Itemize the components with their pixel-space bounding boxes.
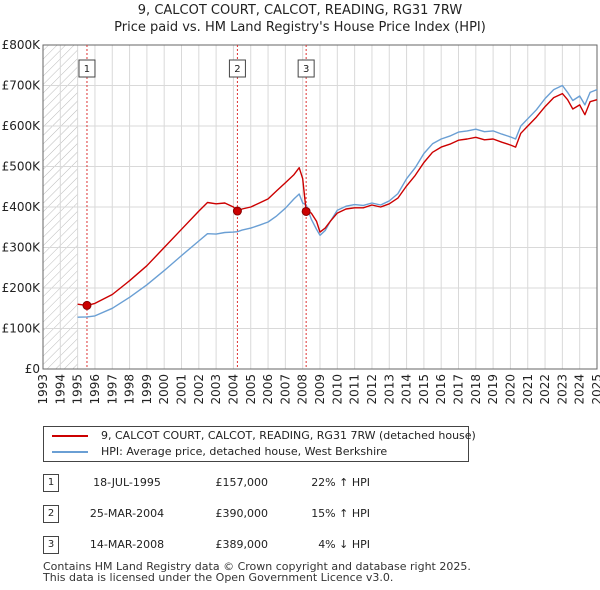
legend-label-property: 9, CALCOT COURT, CALCOT, READING, RG31 7… <box>101 429 476 442</box>
sale-hpi-diff: 15% ↑ HPI <box>311 507 370 520</box>
sale-point <box>232 206 242 216</box>
x-tick-label: 2009 <box>313 374 327 405</box>
price-chart: £0 £100K £200K £300K £400K £500K £600K £700K £80… <box>2 38 600 405</box>
sale-number: 1 <box>43 474 59 492</box>
sale-number: 3 <box>43 536 59 554</box>
title-line-2: Price paid vs. HM Land Registry's House … <box>114 20 486 35</box>
x-tick-label: 2019 <box>486 374 500 405</box>
legend-swatch-property <box>52 435 88 437</box>
x-tick-label: 1996 <box>88 374 102 405</box>
legend-label-hpi: HPI: Average price, detached house, West… <box>101 445 388 458</box>
sale-marker-label: 2 <box>234 64 240 75</box>
x-tick-label: 1993 <box>36 374 50 405</box>
sale-marker-label: 3 <box>303 64 309 75</box>
x-tick-label: 2001 <box>175 374 189 405</box>
hpi-series-line <box>77 84 598 318</box>
y-tick-label: £400K <box>2 200 42 214</box>
sale-price: £389,000 <box>215 538 269 551</box>
x-tick-label: 2004 <box>226 374 240 405</box>
x-tick-label: 2016 <box>434 374 448 405</box>
x-tick-label: 2022 <box>538 374 552 405</box>
x-tick-label: 2018 <box>469 374 483 405</box>
sale-marker-box <box>297 59 315 78</box>
footer: Contains HM Land Registry data © Crown c… <box>43 561 471 583</box>
sale-date: 25-MAR-2004 <box>89 507 165 520</box>
x-tick-label: 2023 <box>555 374 569 405</box>
sale-price: £390,000 <box>215 507 269 520</box>
y-tick-label: £700K <box>2 79 42 93</box>
y-tick-label: £0 <box>25 362 40 376</box>
y-tick-label: £600K <box>2 119 42 133</box>
y-tick-label: £500K <box>2 160 42 174</box>
x-tick-label: 2011 <box>348 374 362 405</box>
legend-swatch-hpi <box>52 451 88 453</box>
sale-marker-box <box>78 59 96 78</box>
y-tick-label: £100K <box>2 322 42 336</box>
sale-row-3: 3 14-MAR-2008 £389,000 4% ↓ HPI <box>0 536 600 554</box>
x-tick-label: 2017 <box>452 374 466 405</box>
y-tick-label: £200K <box>2 281 42 295</box>
sale-row-2: 2 25-MAR-2004 £390,000 15% ↑ HPI <box>0 505 600 523</box>
x-tick-label: 2005 <box>244 374 258 405</box>
sale-row-1: 1 18-JUL-1995 £157,000 22% ↑ HPI <box>0 474 600 492</box>
x-tick-label: 2003 <box>209 374 223 405</box>
x-tick-label: 2002 <box>192 374 206 405</box>
title-line-1: 9, CALCOT COURT, CALCOT, READING, RG31 7… <box>137 3 463 18</box>
x-tick-label: 2000 <box>157 374 171 405</box>
sale-marker-box <box>228 59 246 78</box>
x-tick-label: 2020 <box>503 374 517 405</box>
y-tick-label: £800K <box>2 38 42 52</box>
sale-price: £157,000 <box>215 476 269 489</box>
sale-number: 2 <box>43 505 59 523</box>
x-tick-label: 2007 <box>278 374 292 405</box>
x-tick-label: 1994 <box>53 374 67 405</box>
footer-copyright: Contains HM Land Registry data © Crown c… <box>43 560 471 573</box>
x-tick-label: 2008 <box>296 374 310 405</box>
x-tick-label: 1999 <box>140 374 154 405</box>
property-series-line <box>77 92 598 307</box>
sale-date: 14-MAR-2008 <box>89 538 165 551</box>
sale-point <box>301 206 311 216</box>
sale-marker-label: 1 <box>84 64 90 75</box>
x-tick-label: 2012 <box>365 374 379 405</box>
x-tick-label: 2013 <box>382 374 396 405</box>
sale-point <box>82 300 92 310</box>
x-tick-label: 1995 <box>71 374 85 405</box>
x-tick-label: 2006 <box>261 374 275 405</box>
legend: 9, CALCOT COURT, CALCOT, READING, RG31 7… <box>43 426 476 462</box>
chart-title: 9, CALCOT COURT, CALCOT, READING, RG31 7… <box>0 2 600 36</box>
x-tick-label: 2010 <box>330 374 344 405</box>
footer-licence: This data is licensed under the Open Gov… <box>43 571 394 584</box>
sale-hpi-diff: 4% ↓ HPI <box>318 538 370 551</box>
x-tick-label: 1998 <box>123 374 137 405</box>
x-tick-label: 1997 <box>105 374 119 405</box>
x-tick-label: 2024 <box>573 374 587 405</box>
x-tick-label: 2025 <box>590 374 600 405</box>
y-tick-label: £300K <box>2 241 42 255</box>
sale-date: 18-JUL-1995 <box>93 476 161 489</box>
x-tick-label: 2014 <box>400 374 414 405</box>
x-tick-label: 2015 <box>417 374 431 405</box>
plot-frame <box>42 44 598 370</box>
x-tick-label: 2021 <box>521 374 535 405</box>
sale-hpi-diff: 22% ↑ HPI <box>311 476 370 489</box>
